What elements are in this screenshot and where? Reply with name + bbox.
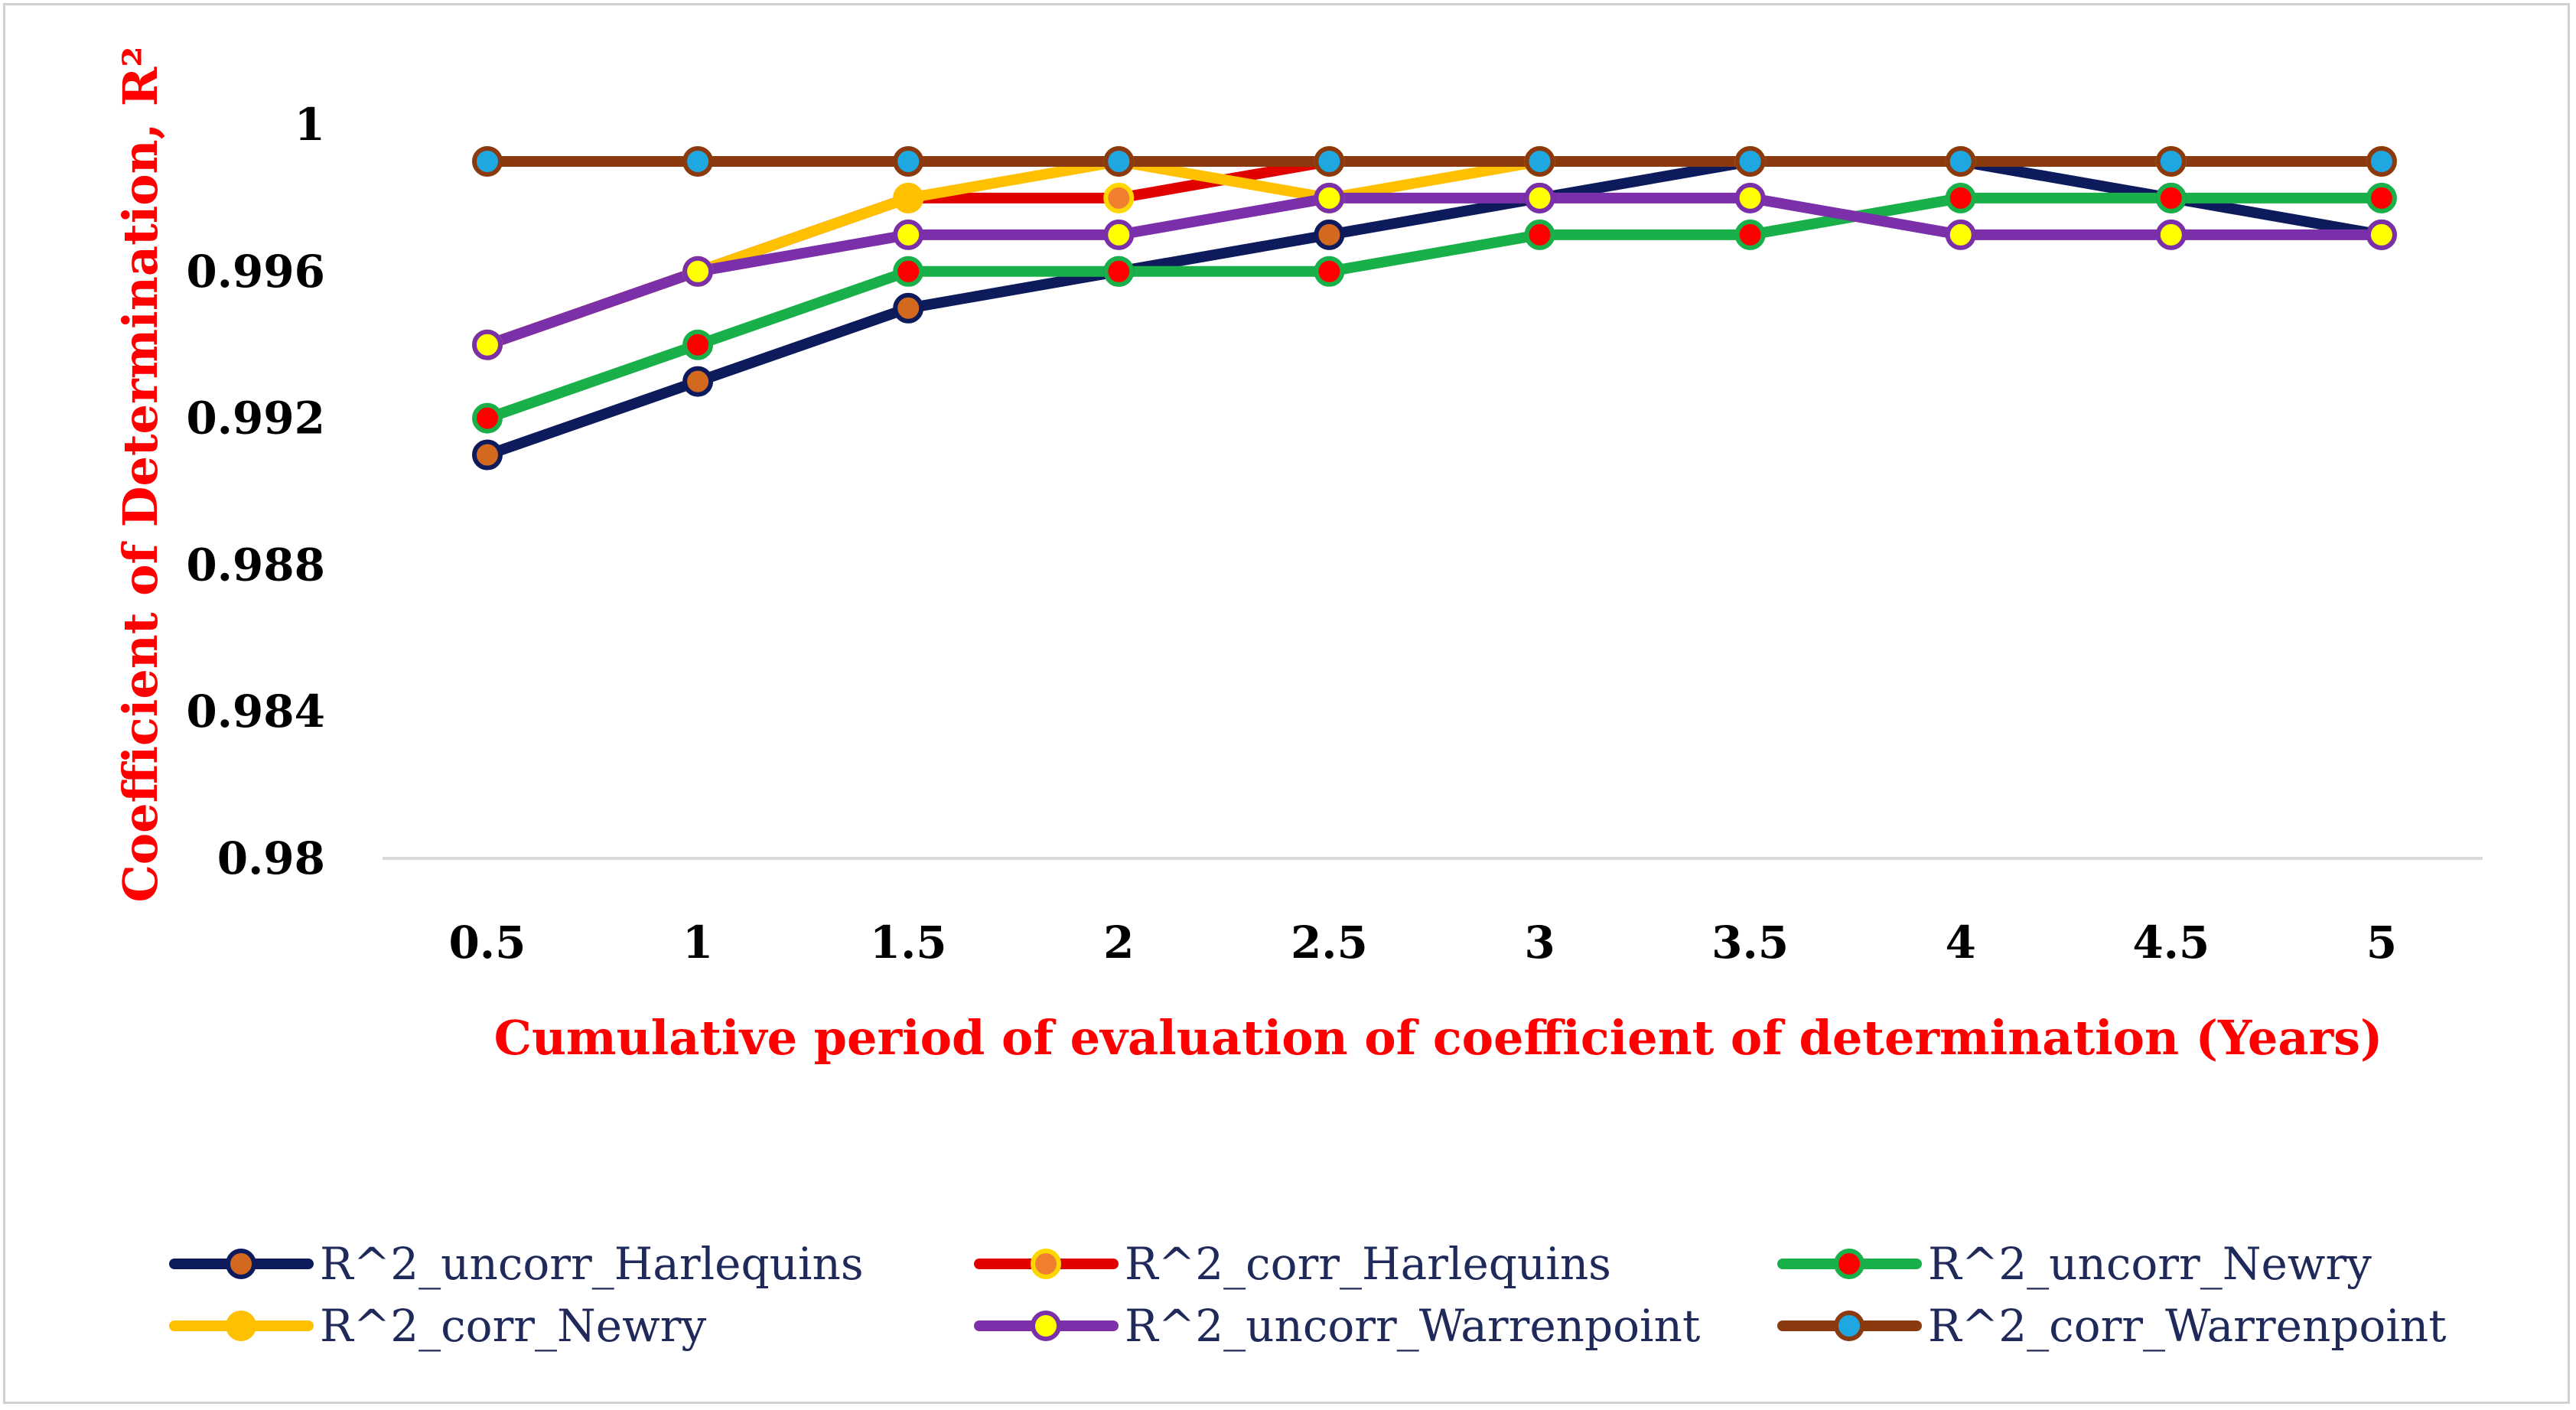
chart-frame xyxy=(3,3,2570,1404)
x-tick-label: 3 xyxy=(1524,917,1555,969)
y-axis-title: Coefficient of Determination, R² xyxy=(112,46,168,902)
legend-swatch-marker xyxy=(226,1311,256,1341)
series-line-0 xyxy=(482,156,2387,461)
y-tick-label: 0.992 xyxy=(186,392,325,444)
legend-swatch-marker xyxy=(1031,1311,1061,1341)
series-2-point xyxy=(1103,256,1135,287)
x-tick-label: 0.5 xyxy=(449,917,526,969)
series-5-point xyxy=(682,145,714,177)
x-axis-title: Cumulative period of evaluation of coeff… xyxy=(494,1010,2383,1066)
series-2-point xyxy=(1314,256,1345,287)
series-4-point xyxy=(2366,219,2397,250)
x-tick-label: 4 xyxy=(1946,917,1976,969)
legend-swatch-marker xyxy=(1031,1249,1061,1279)
legend: R^2_uncorr_Harlequins R^2_corr_Harlequins… xyxy=(169,1238,2447,1352)
legend-label: R^2_corr_Newry xyxy=(320,1300,706,1352)
legend-item: R^2_corr_Harlequins xyxy=(974,1238,1611,1290)
y-axis-ticks: 0.98 0.984 0.988 0.992 0.996 1 xyxy=(186,99,325,884)
series-3-point xyxy=(893,182,924,213)
series-2-point xyxy=(1945,182,1976,213)
series-4-point xyxy=(682,256,714,287)
legend-label: R^2_uncorr_Newry xyxy=(1928,1238,2372,1290)
series-4-point xyxy=(1314,182,1345,213)
legend-label: R^2_uncorr_Harlequins xyxy=(320,1238,864,1290)
series-4-point xyxy=(1945,219,1976,250)
x-tick-label: 1.5 xyxy=(870,917,947,969)
series-0-point xyxy=(1314,219,1345,250)
series-5-point xyxy=(2155,145,2187,177)
y-tick-label: 0.988 xyxy=(186,539,325,591)
series-5-point xyxy=(1734,145,1766,177)
legend-label: R^2_corr_Harlequins xyxy=(1125,1238,1611,1290)
x-tick-label: 1 xyxy=(682,917,713,969)
series-1-point xyxy=(1103,182,1135,213)
x-tick-label: 3.5 xyxy=(1711,917,1789,969)
legend-item: R^2_corr_Newry xyxy=(169,1300,706,1352)
series-4-point xyxy=(2155,219,2187,250)
x-tick-label: 4.5 xyxy=(2132,917,2210,969)
x-tick-label: 5 xyxy=(2366,917,2397,969)
series-5-point xyxy=(893,145,924,177)
legend-swatch-marker xyxy=(1834,1311,1864,1341)
series-5-point xyxy=(1103,145,1135,177)
legend-swatch-marker xyxy=(226,1249,256,1279)
series-2-point xyxy=(1524,219,1555,250)
series-line-4 xyxy=(482,192,2387,350)
series-5-point xyxy=(2366,145,2397,177)
series-2-point xyxy=(2366,182,2397,213)
series-2-point xyxy=(893,256,924,287)
series-markers xyxy=(472,145,2397,471)
series-4-point xyxy=(1734,182,1766,213)
legend-label: R^2_uncorr_Warrenpoint xyxy=(1125,1300,1700,1352)
series-0-point xyxy=(472,439,503,471)
legend-swatch-marker xyxy=(1834,1249,1864,1279)
series-2-point xyxy=(1734,219,1766,250)
series-lines xyxy=(482,156,2387,461)
series-2-point xyxy=(682,329,714,360)
series-4-point xyxy=(893,219,924,250)
series-4-point xyxy=(1524,182,1555,213)
legend-item: R^2_uncorr_Harlequins xyxy=(169,1238,864,1290)
y-tick-label: 0.984 xyxy=(186,685,325,738)
series-4-point xyxy=(472,329,503,360)
y-tick-label: 1 xyxy=(295,99,325,151)
series-0-point xyxy=(682,366,714,397)
series-4-point xyxy=(1103,219,1135,250)
series-5-point xyxy=(1524,145,1555,177)
series-2-point xyxy=(2155,182,2187,213)
series-0-point xyxy=(893,292,924,324)
legend-item: R^2_uncorr_Warrenpoint xyxy=(974,1300,1700,1352)
x-tick-label: 2.5 xyxy=(1291,917,1368,969)
series-5-point xyxy=(472,145,503,177)
series-5-point xyxy=(1945,145,1976,177)
series-2-point xyxy=(472,402,503,434)
x-tick-label: 2 xyxy=(1103,917,1134,969)
legend-item: R^2_uncorr_Newry xyxy=(1777,1238,2372,1290)
series-5-point xyxy=(1314,145,1345,177)
legend-item: R^2_corr_Warrenpoint xyxy=(1777,1300,2447,1352)
legend-label: R^2_corr_Warrenpoint xyxy=(1928,1300,2447,1352)
series-line-2 xyxy=(482,192,2387,424)
x-axis-ticks: 0.5 1 1.5 2 2.5 3 3.5 4 4.5 5 xyxy=(449,917,2398,969)
y-tick-label: 0.996 xyxy=(186,246,325,298)
y-tick-label: 0.98 xyxy=(217,832,325,884)
